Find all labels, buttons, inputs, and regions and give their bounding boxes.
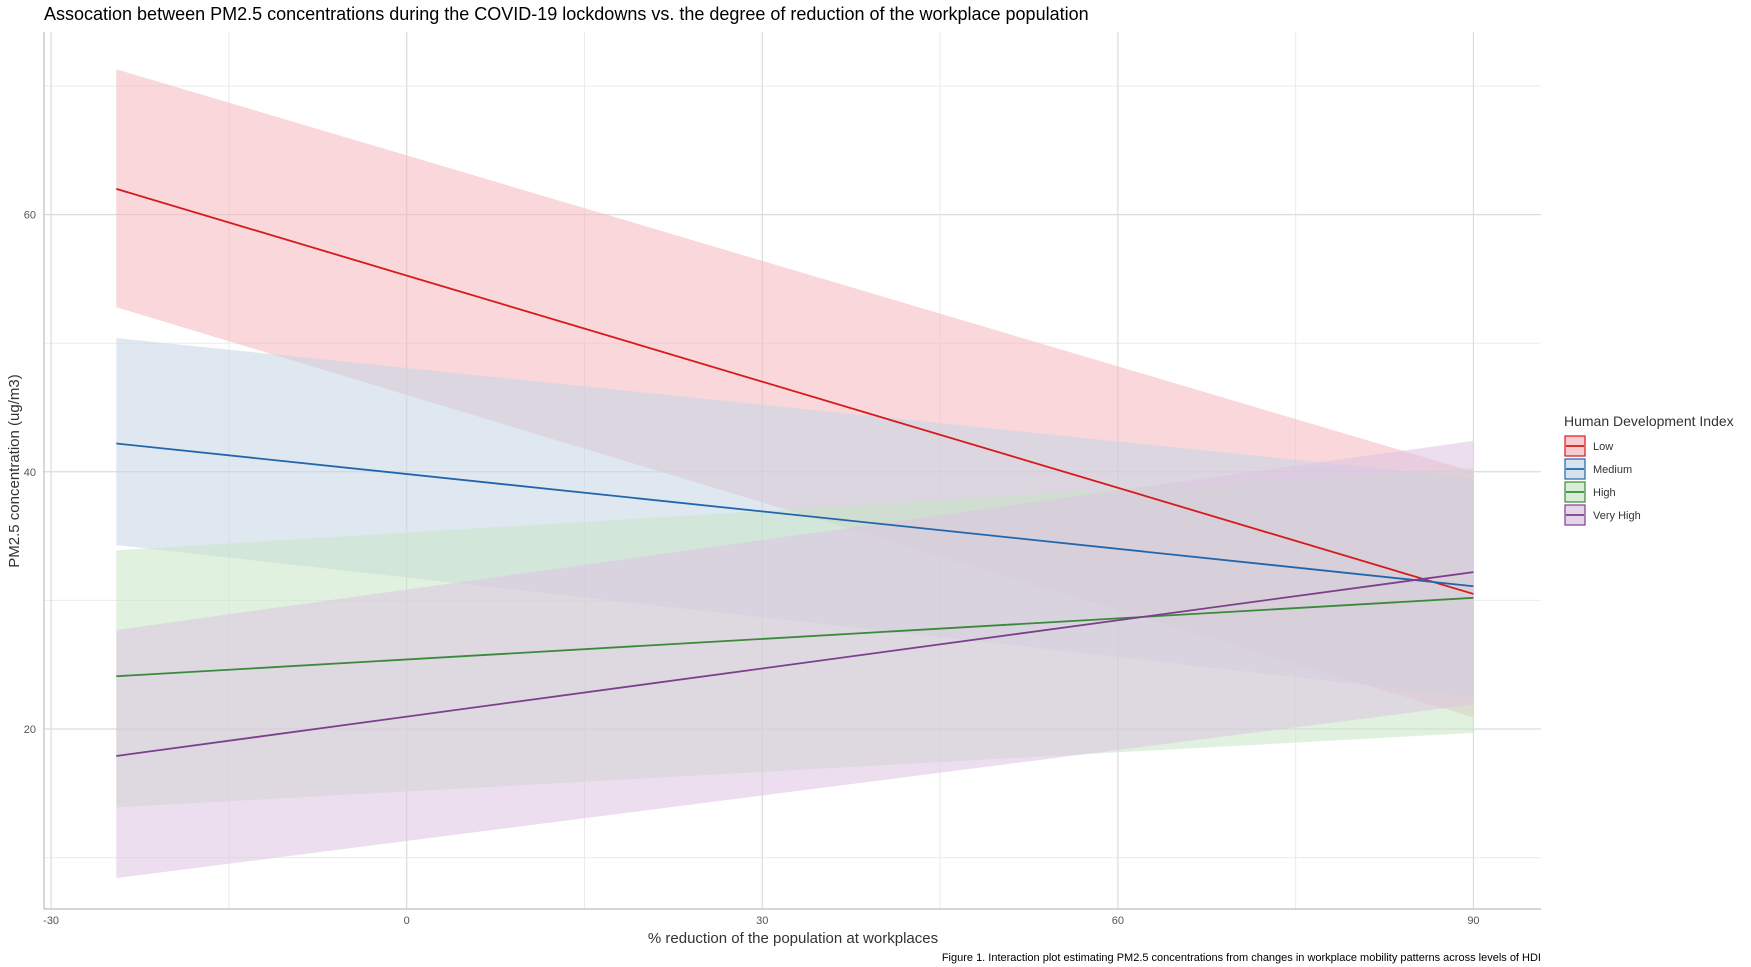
chart-title: Assocation between PM2.5 concentrations … — [44, 4, 1089, 24]
series-line-low — [116, 188, 1474, 595]
series-line-medium — [116, 442, 1474, 588]
figure-caption: Figure 1. Interaction plot estimating PM… — [942, 952, 1541, 964]
legend-title: Human Development Index — [1564, 413, 1734, 429]
legend-label-high: High — [1593, 487, 1616, 499]
series-line-very-high — [116, 571, 1474, 757]
x-tick-label: 0 — [404, 915, 410, 927]
tick-labels: -30 0 30 60 90 20 40 60 — [24, 210, 1480, 927]
series-lines — [116, 188, 1474, 757]
y-tick-label: 20 — [24, 724, 36, 736]
y-axis-title: PM2.5 concentration (ug/m3) — [6, 374, 23, 567]
series-line-high — [116, 596, 1474, 678]
y-tick-label: 60 — [24, 210, 36, 222]
y-tick-label: 40 — [24, 467, 36, 479]
legend-label-low: Low — [1593, 441, 1613, 453]
legend-label-medium: Medium — [1593, 464, 1632, 476]
confidence-bands — [116, 69, 1474, 879]
legend-label-very-high: Very High — [1593, 510, 1641, 522]
legend: Human Development Index Low Medium High Ver… — [1564, 413, 1734, 526]
x-tick-label: 60 — [1112, 915, 1124, 927]
x-axis-title: % reduction of the population at workpla… — [648, 930, 938, 947]
x-tick-label: -30 — [43, 915, 59, 927]
x-tick-label: 30 — [756, 915, 768, 927]
x-tick-label: 90 — [1467, 915, 1479, 927]
axes — [43, 32, 1541, 910]
